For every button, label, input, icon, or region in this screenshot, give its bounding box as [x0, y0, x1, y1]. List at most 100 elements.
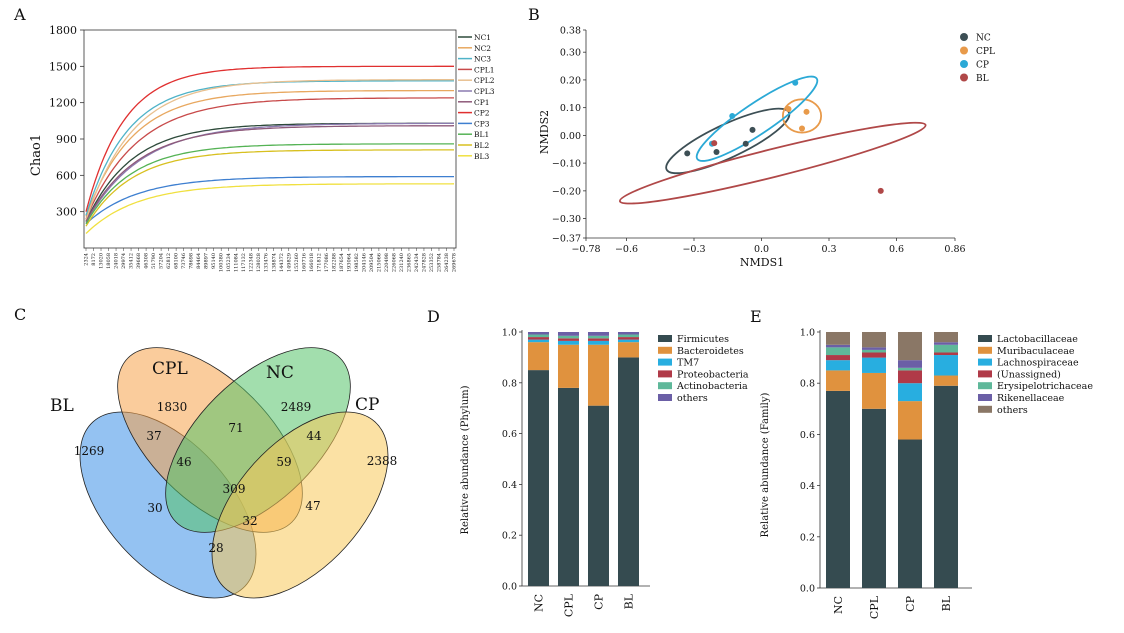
venn-set-label-cpl: CPL	[152, 359, 188, 379]
panel-a-xtick-label: 105234	[226, 253, 232, 272]
panel-e-legend-label: Lachnospiraceae	[997, 358, 1079, 369]
panel-a-xtick-label: 253352	[429, 253, 435, 272]
panel-e-bar-nc-others	[826, 332, 850, 345]
panel-d-legend-label: Firmicutes	[677, 334, 729, 345]
panel-a-legend-label: BL3	[474, 152, 489, 161]
panel-e-ytick-label: 0.8	[800, 379, 815, 390]
panel-a-line-cp2	[85, 65, 454, 212]
venn-count-nc: 2489	[281, 400, 312, 414]
panel-a-ytick-label: 600	[56, 169, 77, 182]
panel-d-bar-cpl-proteobacteria	[558, 338, 579, 341]
panel-a-xtick-label: 215066	[376, 253, 382, 272]
panel-a-xtick-label: 57204	[159, 253, 165, 269]
panel-a-xtick-label: 160716	[301, 253, 307, 272]
panel-e-ylabel: Relative abundance (Family)	[760, 392, 771, 537]
panel-a-line-cp3	[85, 175, 454, 225]
venn-count-cpl-nc: 71	[228, 421, 243, 435]
panel-e-legend-swatch	[978, 346, 992, 354]
panel-e-bar-bl-erysipelotrichaceae	[934, 344, 958, 353]
panel-b-ytick-label: 0.30	[560, 48, 581, 59]
panel-c-label: C	[14, 305, 26, 324]
panel-d-bar-bl-bacteroidetes	[618, 342, 639, 358]
venn-count-cpl-nc-cp: 59	[276, 455, 291, 469]
panel-a-line-cp1	[85, 125, 455, 222]
panel-a-xtick-label: 144372	[279, 253, 285, 272]
panel-b-xlabel: NMDS1	[740, 256, 784, 269]
panel-d-bar-cp-tm7	[588, 340, 609, 345]
venn-count-bl: 1269	[74, 444, 105, 458]
panel-e-legend-label: Muribaculaceae	[997, 346, 1075, 357]
panel-e-family: E Relative abundance (Family) 0.0 0.2 0.4 0…	[750, 307, 1093, 619]
venn-count-nc-cp: 44	[306, 429, 322, 443]
panel-a-xtick-label: 247828	[421, 253, 427, 272]
panel-a-line-bl1	[85, 143, 454, 225]
panel-b-ellipse-bl	[618, 121, 927, 205]
panel-a-xtick-label: 182288	[331, 253, 337, 272]
panel-e-bar-nc-lachnospiraceae	[826, 360, 850, 371]
panel-a-xtick-label: 231240	[399, 253, 405, 272]
panel-a-xtick-label: 18058	[106, 253, 112, 269]
panel-a-xtick-label: 111084	[234, 253, 240, 272]
panel-a-xtick-label: 187654	[339, 253, 345, 272]
panel-b-legend-label: CPL	[976, 47, 995, 57]
panel-b-point-nc	[684, 150, 691, 157]
panel-e-bar-cpl-muribaculaceae	[862, 372, 886, 409]
panel-a-xtick-label: 122348	[249, 253, 255, 272]
panel-b-label: B	[528, 5, 540, 24]
panel-b-legend-label: CP	[976, 61, 989, 71]
panel-e-legend-label: (Unassigned)	[997, 369, 1061, 380]
panel-d-legend-swatch	[658, 346, 672, 354]
panel-d-legend-label: others	[677, 393, 708, 404]
panel-b-legend-marker	[960, 60, 968, 68]
panel-e-legend-swatch	[978, 405, 992, 413]
panel-d-legend-swatch	[658, 358, 672, 366]
panel-b-ytick-label: 0.20	[560, 75, 581, 86]
panel-a-xtick-label: 177086	[324, 253, 330, 272]
panel-a-ytick-label: 1800	[49, 24, 77, 37]
panel-d-bar-cpl-tm7	[558, 340, 579, 345]
panel-d-phylum: D Relative abundance (Phylum) 0.0 0.2 0.4 0…	[427, 307, 749, 617]
venn-set-label-bl: BL	[50, 396, 74, 416]
panel-a-line-bl2	[85, 149, 454, 227]
panel-a-xtick-label: 226068	[391, 253, 397, 272]
panel-d-ytick-label: 1.0	[502, 328, 517, 339]
panel-e-ytick-label: 0.0	[800, 584, 815, 595]
panel-d-bar-bl-proteobacteria	[618, 337, 639, 340]
panel-e-ytick-label: 0.2	[800, 532, 815, 543]
panel-d-bar-cpl-actinobacteria	[558, 335, 579, 339]
panel-a-xtick-label: 84464	[196, 253, 202, 269]
panel-a-frame	[83, 29, 457, 249]
venn-count-bl-cpl-nc: 46	[176, 455, 191, 469]
panel-e-xtick-label: NC	[832, 596, 845, 614]
panel-a-xtick-label: 242434	[414, 253, 420, 272]
panel-b-ytick-label: −0.20	[552, 186, 581, 197]
panel-b-legend-label: BL	[976, 74, 989, 84]
panel-d-bar-cp-actinobacteria	[588, 335, 609, 339]
panel-a-legend-label: CP3	[474, 119, 490, 128]
panel-a-xtick-label: 46308	[144, 253, 150, 269]
panel-e-xtick-label: CP	[904, 595, 917, 611]
panel-e-bar-cp-others	[898, 332, 922, 361]
panel-a-ytick-label: 1500	[49, 60, 77, 73]
panel-e-ytick-label: 0.6	[800, 430, 815, 441]
panel-d-legend-swatch	[658, 382, 672, 390]
panel-e-bar-cpl-lactobacillaceae	[862, 408, 886, 588]
panel-e-label: E	[750, 307, 762, 326]
panel-e-xtick-label: BL	[940, 595, 953, 611]
panel-a-line-bl3	[85, 183, 455, 234]
panel-e-bar-cp-lactobacillaceae	[898, 439, 922, 588]
panel-a-xtick-label: 35412	[129, 253, 135, 269]
panel-e-bar-nc-muribaculaceae	[826, 370, 850, 391]
panel-e-legend-swatch	[978, 335, 992, 342]
panel-e-bar-cpl-unassigned	[862, 352, 886, 358]
panel-a-legend-label: NC2	[474, 44, 491, 53]
panel-a-xtick-label: 269678	[452, 253, 458, 272]
panel-e-xtick-label: CPL	[868, 595, 881, 619]
panel-d-bar-nc-proteobacteria	[528, 337, 549, 340]
panel-b-point-nc	[713, 149, 720, 156]
panel-b-ellipse-cpl	[781, 98, 823, 134]
panel-a-line-cpl2	[85, 79, 454, 221]
panel-d-label: D	[427, 307, 440, 326]
panel-b-ytick-label: 0.38	[560, 26, 581, 37]
panel-e-legend-label: Erysipelotrichaceae	[997, 381, 1093, 392]
